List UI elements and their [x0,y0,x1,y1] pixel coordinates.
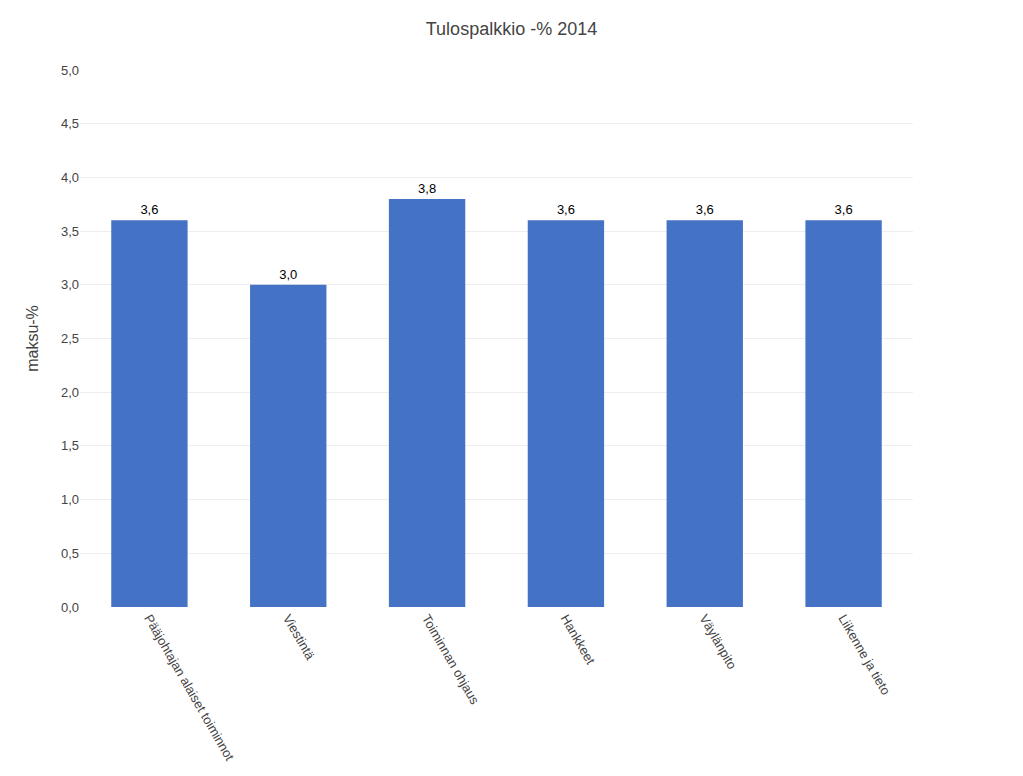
svg-text:2,0: 2,0 [61,385,79,400]
svg-text:3,6: 3,6 [557,202,575,217]
svg-text:3,6: 3,6 [835,202,853,217]
svg-text:0,0: 0,0 [61,600,79,615]
svg-text:1,0: 1,0 [61,492,79,507]
svg-text:4,5: 4,5 [61,116,79,131]
svg-text:3,0: 3,0 [279,267,297,282]
svg-text:0,5: 0,5 [61,546,79,561]
svg-text:3,5: 3,5 [61,224,79,239]
svg-text:2,5: 2,5 [61,331,79,346]
svg-text:3,6: 3,6 [696,202,714,217]
svg-text:4,0: 4,0 [61,170,79,185]
svg-text:Viestintä: Viestintä [280,612,318,663]
svg-text:Pääjohtajan alaiset toiminnot: Pääjohtajan alaiset toiminnot [141,612,237,764]
svg-text:1,5: 1,5 [61,438,79,453]
svg-text:3,8: 3,8 [418,181,436,196]
svg-text:Hankkeet: Hankkeet [558,612,599,667]
svg-text:3,0: 3,0 [61,277,79,292]
svg-text:Tulospalkkio -% 2014: Tulospalkkio -% 2014 [426,19,597,39]
svg-text:maksu-%: maksu-% [24,305,41,372]
svg-text:Toiminnan ohjaus: Toiminnan ohjaus [419,612,483,708]
svg-text:Väylänpito: Väylänpito [697,612,740,672]
svg-text:Liikenne ja tieto: Liikenne ja tieto [835,612,893,698]
svg-text:3,6: 3,6 [140,202,158,217]
svg-text:5,0: 5,0 [61,63,79,78]
